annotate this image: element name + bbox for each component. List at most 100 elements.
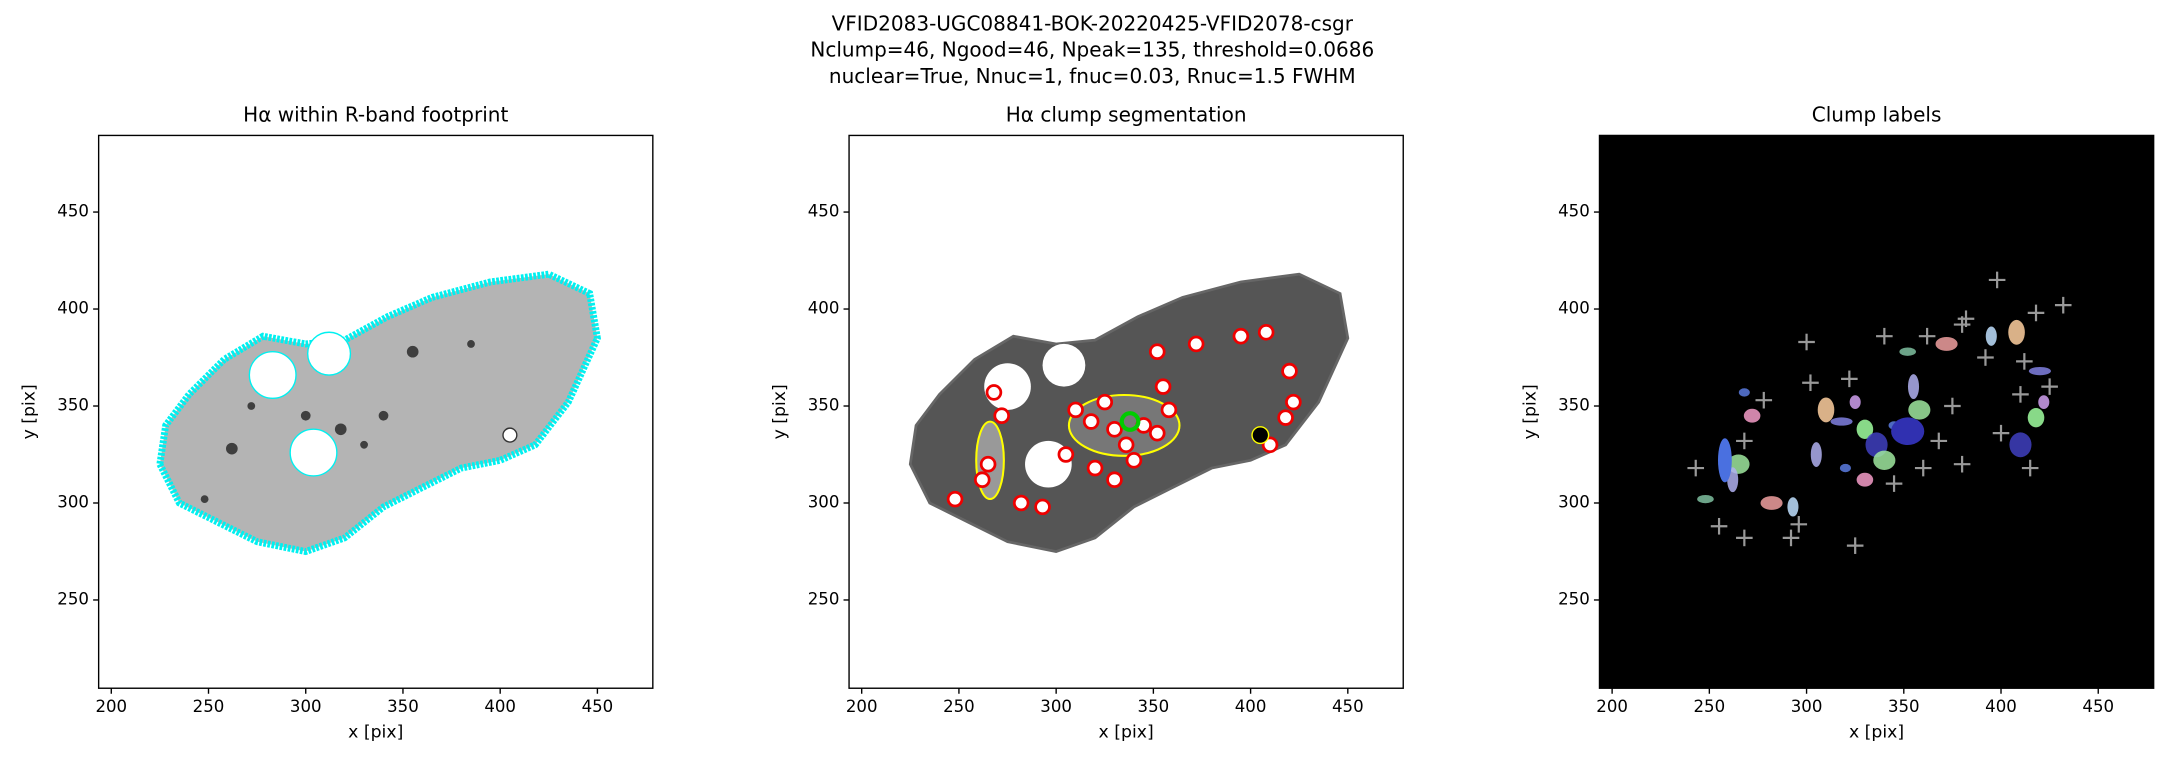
y-tick-label: 350 bbox=[808, 396, 840, 415]
y-tick-label: 450 bbox=[1558, 202, 1590, 221]
clump-label bbox=[1787, 497, 1799, 517]
clump bbox=[979, 455, 997, 473]
hii-region bbox=[200, 495, 209, 504]
y-axis-label: y [pix] bbox=[770, 384, 790, 439]
background bbox=[1599, 135, 2154, 689]
clump-label bbox=[1839, 463, 1851, 473]
y-tick-label: 250 bbox=[57, 589, 89, 608]
x-tick-label: 200 bbox=[846, 697, 878, 716]
y-tick-label: 400 bbox=[1558, 299, 1590, 318]
x-tick-label: 250 bbox=[193, 697, 225, 716]
clump bbox=[993, 407, 1010, 425]
axes-frame bbox=[97, 134, 654, 689]
axes-frame bbox=[848, 134, 1404, 689]
y-axis-label: y [pix] bbox=[20, 384, 40, 439]
x-tick-label: 450 bbox=[1332, 697, 1364, 716]
x-tick-label: 200 bbox=[95, 697, 127, 716]
clump bbox=[1082, 413, 1100, 430]
hii-region bbox=[378, 410, 389, 421]
x-tick-label: 450 bbox=[2082, 697, 2114, 716]
y-tick-label: 450 bbox=[808, 202, 840, 221]
clump bbox=[985, 384, 1003, 401]
x-axis-label: x [pix] bbox=[1099, 722, 1154, 742]
clump-label bbox=[1738, 388, 1750, 397]
clump bbox=[1257, 324, 1275, 341]
clump bbox=[1285, 393, 1302, 411]
x-tick-label: 400 bbox=[1235, 697, 1267, 716]
x-tick-label: 300 bbox=[1040, 697, 1072, 716]
galaxy bbox=[156, 270, 601, 556]
star bbox=[1251, 426, 1270, 445]
clump-label bbox=[1985, 326, 1997, 346]
x-tick-label: 350 bbox=[387, 697, 419, 716]
hii-region bbox=[334, 423, 347, 436]
image bbox=[849, 135, 1404, 689]
clump-label bbox=[1891, 417, 1925, 446]
clump-label bbox=[1908, 400, 1931, 420]
x-tick-label: 300 bbox=[290, 697, 322, 716]
clump-label bbox=[2038, 395, 2050, 410]
hii-region bbox=[467, 340, 475, 348]
image bbox=[98, 135, 653, 689]
mask-hole bbox=[248, 350, 297, 400]
hii-region bbox=[360, 440, 368, 449]
clump bbox=[1096, 393, 1114, 411]
clump bbox=[1034, 498, 1051, 516]
figure-title: Nclump=46, Ngood=46, Npeak=135, threshol… bbox=[810, 38, 1374, 62]
figure-title: VFID2083-UGC08841-BOK-20220425-VFID2078-… bbox=[832, 11, 1354, 35]
clump-label bbox=[1743, 408, 1761, 423]
image-panel: 200 250 300 350 400 450 250 300 350 400 450 Hα with… bbox=[20, 103, 654, 742]
clump bbox=[1086, 459, 1104, 477]
clump-label bbox=[1849, 395, 1861, 410]
x-axis-label: x [pix] bbox=[348, 722, 403, 742]
clump-label bbox=[2009, 432, 2032, 458]
panel-title: Hα clump segmentation bbox=[1006, 103, 1247, 127]
clump bbox=[1106, 420, 1123, 438]
nucleus bbox=[1119, 411, 1141, 432]
clump-label bbox=[1810, 442, 1822, 467]
clump-label bbox=[2027, 407, 2045, 428]
clump bbox=[1277, 409, 1294, 426]
x-tick-label: 350 bbox=[1138, 697, 1170, 716]
image-panel: 200 250 300 350 400 450 250 300 350 400 450 Clump l… bbox=[1520, 103, 2155, 742]
y-axis-label: y [pix] bbox=[1520, 384, 1540, 439]
clump bbox=[1160, 401, 1178, 419]
hii-region bbox=[300, 410, 311, 421]
clump bbox=[1154, 378, 1172, 395]
y-tick-label: 400 bbox=[808, 299, 840, 318]
y-tick-label: 250 bbox=[1558, 589, 1590, 608]
x-tick-label: 350 bbox=[1888, 697, 1920, 716]
x-tick-label: 250 bbox=[1694, 697, 1726, 716]
x-axis-label: x [pix] bbox=[1849, 722, 1904, 742]
y-tick-label: 250 bbox=[808, 589, 840, 608]
clump bbox=[1057, 446, 1075, 463]
y-tick-label: 300 bbox=[57, 492, 89, 511]
clump bbox=[1117, 436, 1135, 454]
x-tick-label: 400 bbox=[484, 697, 516, 716]
x-tick-label: 400 bbox=[1985, 697, 2017, 716]
clump bbox=[1232, 327, 1250, 345]
clump-label bbox=[1830, 417, 1853, 426]
mask-hole bbox=[306, 331, 352, 376]
image bbox=[1599, 135, 2154, 689]
clump bbox=[1012, 494, 1030, 512]
clump-label bbox=[1856, 419, 1874, 439]
clump bbox=[1125, 452, 1143, 469]
figure-title: nuclear=True, Nnuc=1, fnuc=0.03, Rnuc=1.… bbox=[829, 64, 1356, 88]
mask-hole bbox=[1042, 343, 1086, 387]
clump-label bbox=[1717, 438, 1732, 483]
clump-label bbox=[1856, 472, 1874, 487]
clump bbox=[946, 490, 964, 508]
clump bbox=[1187, 335, 1205, 353]
clump-label bbox=[1873, 450, 1896, 470]
hii-region bbox=[247, 402, 256, 410]
clump-label bbox=[1935, 337, 1958, 351]
y-tick-label: 300 bbox=[1558, 492, 1590, 511]
clump-label bbox=[2028, 366, 2051, 376]
clump bbox=[1281, 362, 1298, 380]
clump-label bbox=[1760, 496, 1783, 510]
x-tick-label: 200 bbox=[1596, 697, 1628, 716]
panel-title: Hα within R-band footprint bbox=[243, 103, 508, 127]
y-tick-label: 300 bbox=[808, 492, 840, 511]
